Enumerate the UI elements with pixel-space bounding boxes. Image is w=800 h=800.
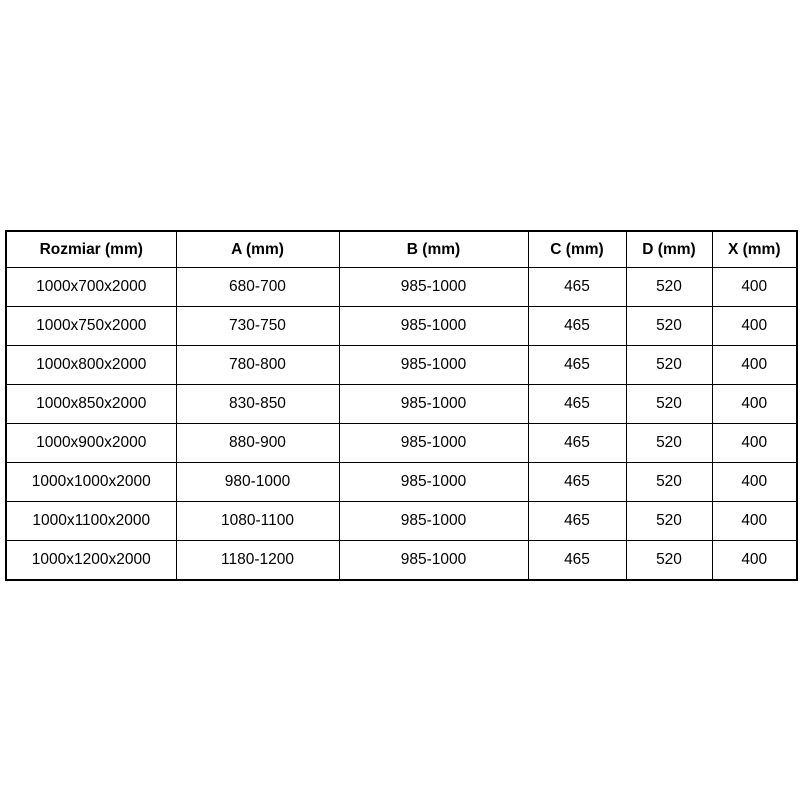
size-specification-table: Rozmiar (mm) A (mm) B (mm) C (mm) D (mm)…	[5, 230, 798, 581]
cell-x: 400	[711, 423, 798, 463]
cell-rozmiar: 1000x1000x2000	[5, 462, 177, 502]
cell-d: 520	[625, 345, 713, 385]
cell-c: 465	[527, 267, 627, 307]
cell-x: 400	[711, 540, 798, 581]
cell-b: 985-1000	[338, 345, 529, 385]
header-row: Rozmiar (mm) A (mm) B (mm) C (mm) D (mm)…	[5, 230, 798, 268]
cell-b: 985-1000	[338, 267, 529, 307]
table-row: 1000x850x2000 830-850 985-1000 465 520 4…	[5, 384, 798, 424]
cell-a: 830-850	[175, 384, 340, 424]
table-row: 1000x700x2000 680-700 985-1000 465 520 4…	[5, 267, 798, 307]
table-row: 1000x800x2000 780-800 985-1000 465 520 4…	[5, 345, 798, 385]
cell-d: 520	[625, 267, 713, 307]
table-row: 1000x750x2000 730-750 985-1000 465 520 4…	[5, 306, 798, 346]
cell-rozmiar: 1000x900x2000	[5, 423, 177, 463]
cell-b: 985-1000	[338, 306, 529, 346]
cell-d: 520	[625, 462, 713, 502]
cell-c: 465	[527, 345, 627, 385]
cell-b: 985-1000	[338, 462, 529, 502]
cell-x: 400	[711, 462, 798, 502]
table-row: 1000x1200x2000 1180-1200 985-1000 465 52…	[5, 540, 798, 581]
cell-d: 520	[625, 540, 713, 581]
cell-rozmiar: 1000x1200x2000	[5, 540, 177, 581]
cell-b: 985-1000	[338, 384, 529, 424]
cell-a: 880-900	[175, 423, 340, 463]
cell-x: 400	[711, 501, 798, 541]
table-row: 1000x1000x2000 980-1000 985-1000 465 520…	[5, 462, 798, 502]
cell-a: 730-750	[175, 306, 340, 346]
cell-b: 985-1000	[338, 423, 529, 463]
cell-x: 400	[711, 384, 798, 424]
table-row: 1000x1100x2000 1080-1100 985-1000 465 52…	[5, 501, 798, 541]
table-row: 1000x900x2000 880-900 985-1000 465 520 4…	[5, 423, 798, 463]
column-header-a: A (mm)	[175, 230, 340, 268]
cell-c: 465	[527, 306, 627, 346]
column-header-b: B (mm)	[338, 230, 529, 268]
cell-x: 400	[711, 345, 798, 385]
column-header-rozmiar: Rozmiar (mm)	[5, 230, 177, 268]
cell-c: 465	[527, 540, 627, 581]
cell-b: 985-1000	[338, 540, 529, 581]
cell-c: 465	[527, 501, 627, 541]
cell-rozmiar: 1000x800x2000	[5, 345, 177, 385]
cell-a: 1180-1200	[175, 540, 340, 581]
cell-x: 400	[711, 306, 798, 346]
column-header-c: C (mm)	[527, 230, 627, 268]
cell-d: 520	[625, 501, 713, 541]
cell-d: 520	[625, 306, 713, 346]
cell-a: 780-800	[175, 345, 340, 385]
cell-a: 680-700	[175, 267, 340, 307]
column-header-x: X (mm)	[711, 230, 798, 268]
cell-c: 465	[527, 384, 627, 424]
cell-d: 520	[625, 423, 713, 463]
cell-rozmiar: 1000x700x2000	[5, 267, 177, 307]
cell-rozmiar: 1000x850x2000	[5, 384, 177, 424]
cell-d: 520	[625, 384, 713, 424]
cell-a: 980-1000	[175, 462, 340, 502]
cell-c: 465	[527, 423, 627, 463]
cell-b: 985-1000	[338, 501, 529, 541]
cell-c: 465	[527, 462, 627, 502]
cell-x: 400	[711, 267, 798, 307]
cell-rozmiar: 1000x750x2000	[5, 306, 177, 346]
cell-a: 1080-1100	[175, 501, 340, 541]
cell-rozmiar: 1000x1100x2000	[5, 501, 177, 541]
column-header-d: D (mm)	[625, 230, 713, 268]
